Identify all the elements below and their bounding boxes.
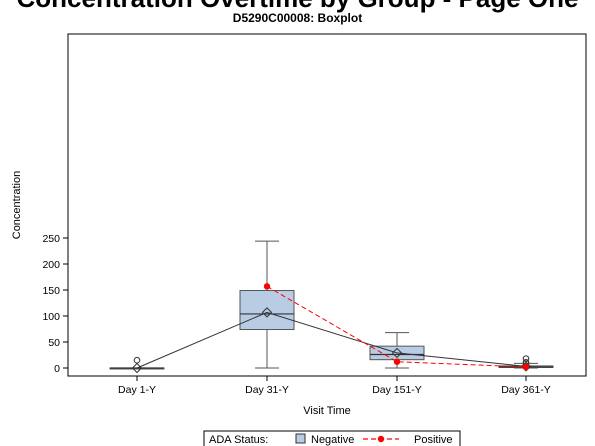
positive-marker xyxy=(263,283,271,290)
chart-title: D5290C00008: Boxplot xyxy=(232,11,363,25)
x-axis-label: Visit Time xyxy=(303,405,350,417)
cut-off-page-title: Concentration Overtime by Group - Page O… xyxy=(0,0,595,14)
negative-mean-marker xyxy=(261,307,273,318)
x-tick-label: Day 361-Y xyxy=(501,384,551,396)
positive-line xyxy=(266,285,527,368)
box-series xyxy=(109,240,554,370)
legend-negative-swatch xyxy=(295,433,306,444)
negative-mean-line xyxy=(136,311,527,369)
y-tick-label: 100 xyxy=(42,311,60,323)
outlier-point xyxy=(133,356,141,364)
y-tick-label: 250 xyxy=(42,233,60,245)
y-tick-label: 50 xyxy=(48,337,60,349)
positive-marker xyxy=(522,363,530,371)
y-axis: 0 50 100 150 200 250 xyxy=(42,233,68,375)
y-tick-label: 150 xyxy=(42,285,60,297)
box-body xyxy=(239,290,295,331)
y-tick-label: 200 xyxy=(42,259,60,271)
y-tick-label: 0 xyxy=(54,363,60,375)
legend-frame xyxy=(203,430,461,446)
legend: ADA Status: Negative Positive xyxy=(203,430,461,446)
negative-mean-marker xyxy=(391,347,403,359)
positive-marker xyxy=(393,358,401,365)
y-axis-label: Concentration xyxy=(11,171,23,240)
negative-mean-marker xyxy=(131,362,143,374)
x-tick-label: Day 31-Y xyxy=(245,384,289,396)
legend-positive-marker xyxy=(377,435,385,443)
x-tick-label: Day 1-Y xyxy=(118,384,156,396)
plot-frame xyxy=(67,33,587,377)
x-axis: Day 1-Y Day 31-Y Day 151-Y Day 361-Y xyxy=(118,376,551,396)
outlier-point xyxy=(522,355,530,362)
legend-negative-label: Negative xyxy=(311,434,354,446)
legend-positive-label: Positive xyxy=(414,434,453,446)
legend-title: ADA Status: xyxy=(209,434,268,446)
mean-lines xyxy=(131,283,532,374)
x-tick-label: Day 151-Y xyxy=(372,384,422,396)
box-day-31-y xyxy=(239,240,295,369)
negative-mean-marker xyxy=(520,361,532,372)
